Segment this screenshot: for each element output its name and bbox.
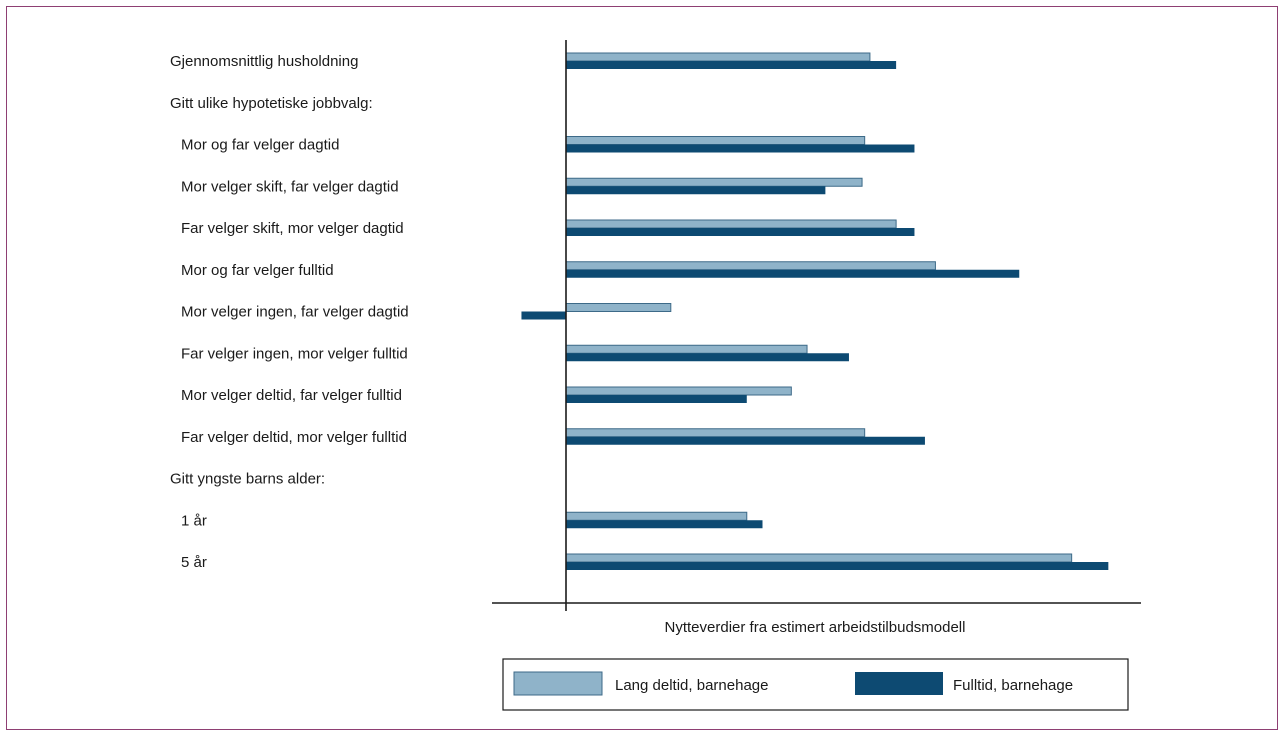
bar-lang-deltid-barnehage-mor-og-far-velger-dagtid <box>565 136 866 145</box>
bar-fulltid-barnehage-far-velger-ingen-mor-velger-fulltid <box>566 353 849 362</box>
category-labels: Gjennomsnittlig husholdning Gitt ulike hy… <box>170 53 409 571</box>
legend-box <box>502 658 1129 711</box>
bar-fulltid-barnehage-far-velger-deltid-mor-velger-fulltid <box>566 436 925 445</box>
bar-lang-deltid-barnehage-mor-og-far-velger-fulltid <box>565 261 936 271</box>
bars <box>521 52 1109 570</box>
category-label-mor-og-far-velger-fulltid: Mor og far velger fulltid <box>181 262 334 279</box>
category-label-mor-velger-ingen-far-velger-dagtid: Mor velger ingen, far velger dagtid <box>181 304 409 321</box>
category-label-mor-velger-skift-far-velger-dagtid: Mor velger skift, far velger dagtid <box>181 178 399 195</box>
bar-lang-deltid-barnehage-far-velger-deltid-mor-velger-fulltid <box>565 428 866 438</box>
x-axis-label: Nytteverdier fra estimert arbeidstilbuds… <box>665 619 966 636</box>
category-label-far-velger-deltid-mor-velger-fulltid: Far velger deltid, mor velger fulltid <box>181 429 407 446</box>
category-label-1-ar: 1 år <box>181 512 207 529</box>
bar-fulltid-barnehage-mor-velger-skift-far-velger-dagtid <box>566 186 826 195</box>
bar-lang-deltid-barnehage-far-velger-ingen-mor-velger-fulltid <box>565 344 808 354</box>
category-label-mor-velger-deltid-far-velger-fulltid: Mor velger deltid, far velger fulltid <box>181 387 402 404</box>
legend-label-fulltid: Fulltid, barnehage <box>953 677 1073 694</box>
category-label-gitt-yngste-barns-alder: Gitt yngste barns alder: <box>170 471 325 488</box>
bar-fulltid-barnehage-mor-velger-deltid-far-velger-fulltid <box>566 395 747 403</box>
category-label-gitt-ulike-hypotetiske-jobbvalg: Gitt ulike hypotetiske jobbvalg: <box>170 95 373 112</box>
bar-lang-deltid-barnehage-gjennomsnittlig-husholdning <box>565 52 871 62</box>
bar-fulltid-barnehage-gjennomsnittlig-husholdning <box>566 61 897 69</box>
legend: Lang deltid, barnehage Fulltid, barnehag… <box>502 658 1129 711</box>
bar-fulltid-barnehage-1-ar <box>566 520 763 529</box>
bar-fulltid-barnehage-5-ar <box>566 562 1109 570</box>
category-label-far-velger-ingen-mor-velger-fulltid: Far velger ingen, mor velger fulltid <box>181 345 408 362</box>
chart-frame <box>6 6 1278 730</box>
legend-swatch-fulltid <box>855 672 943 695</box>
bar-fulltid-barnehage-mor-velger-ingen-far-velger-dagtid <box>521 311 566 320</box>
category-label-gjennomsnittlig-husholdning: Gjennomsnittlig husholdning <box>170 53 358 70</box>
bar-lang-deltid-barnehage-mor-velger-skift-far-velger-dagtid <box>565 177 863 187</box>
legend-swatch-lang-deltid <box>513 671 603 696</box>
bar-fulltid-barnehage-far-velger-skift-mor-velger-dagtid <box>566 228 915 236</box>
bar-lang-deltid-barnehage-mor-velger-deltid-far-velger-fulltid <box>565 386 792 396</box>
bar-lang-deltid-barnehage-mor-velger-ingen-far-velger-dagtid <box>565 303 672 312</box>
bar-lang-deltid-barnehage-5-ar <box>565 553 1073 563</box>
category-label-5-ar: 5 år <box>181 554 207 571</box>
bar-lang-deltid-barnehage-1-ar <box>565 511 748 521</box>
bar-fulltid-barnehage-mor-og-far-velger-dagtid <box>566 144 915 153</box>
category-label-mor-og-far-velger-dagtid: Mor og far velger dagtid <box>181 137 339 154</box>
legend-label-lang-deltid: Lang deltid, barnehage <box>615 677 768 694</box>
bar-lang-deltid-barnehage-far-velger-skift-mor-velger-dagtid <box>565 219 897 229</box>
category-label-far-velger-skift-mor-velger-dagtid: Far velger skift, mor velger dagtid <box>181 220 404 237</box>
bar-fulltid-barnehage-mor-og-far-velger-fulltid <box>566 269 1020 278</box>
